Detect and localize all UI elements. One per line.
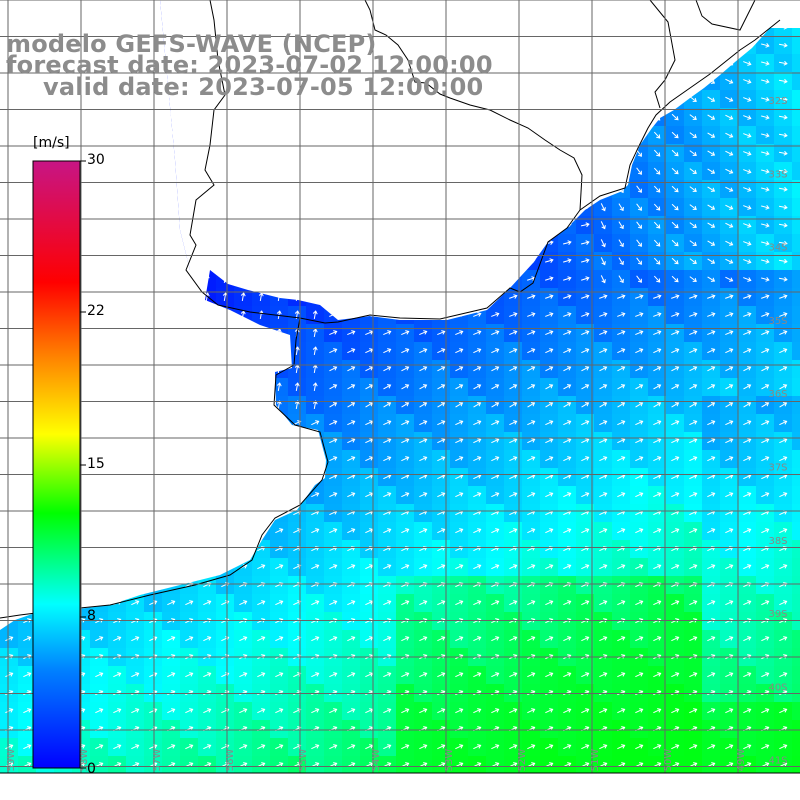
field-cell bbox=[792, 198, 800, 216]
field-cell bbox=[792, 594, 800, 612]
latitude-label: 38S bbox=[768, 536, 787, 547]
latitude-label: 33S bbox=[768, 169, 787, 180]
field-cell bbox=[792, 396, 800, 414]
field-cell bbox=[792, 576, 800, 594]
colorbar-tick-label: 30 bbox=[87, 152, 105, 168]
longitude-label: 59W bbox=[6, 749, 17, 772]
valid-date: valid date: 2023-07-05 12:00:00 bbox=[43, 73, 484, 101]
field-cell bbox=[792, 720, 800, 738]
field-cell bbox=[792, 468, 800, 486]
field-cell bbox=[792, 666, 800, 684]
latitude-label: 39S bbox=[768, 609, 787, 620]
longitude-label: 50W bbox=[663, 749, 674, 772]
latitude-label: 34S bbox=[768, 243, 787, 254]
field-cell bbox=[792, 360, 800, 378]
field-cell bbox=[792, 756, 800, 773]
field-cell bbox=[792, 540, 800, 558]
field-cell bbox=[792, 234, 800, 252]
field-cell bbox=[792, 630, 800, 648]
colorbar-tick-label: 8 bbox=[87, 608, 96, 624]
colorbar-tick-label: 22 bbox=[87, 303, 105, 319]
field-cell bbox=[792, 90, 800, 108]
longitude-label: 55W bbox=[298, 749, 309, 772]
longitude-label: 56W bbox=[225, 749, 236, 772]
field-cell bbox=[792, 36, 800, 54]
field-cell bbox=[792, 72, 800, 90]
field-cell bbox=[792, 702, 800, 720]
latitude-label: 41S bbox=[768, 756, 787, 767]
latitude-label: 35S bbox=[768, 316, 787, 327]
field-cell bbox=[792, 414, 800, 432]
latitude-label: 32S bbox=[768, 96, 787, 107]
colorbar-tick-label: 15 bbox=[87, 456, 105, 472]
field-cell bbox=[792, 288, 800, 306]
field-cell bbox=[792, 342, 800, 360]
colorbar bbox=[32, 160, 81, 769]
field-cell bbox=[792, 450, 800, 468]
longitude-label: 49W bbox=[736, 749, 747, 772]
longitude-label: 52W bbox=[517, 749, 528, 772]
field-cell bbox=[792, 522, 800, 540]
longitude-label: 54W bbox=[371, 749, 382, 772]
field-cell bbox=[792, 144, 800, 162]
field-cell bbox=[792, 54, 800, 72]
field-cell bbox=[792, 378, 800, 396]
field-cell bbox=[792, 324, 800, 342]
field-cell bbox=[792, 162, 800, 180]
colorbar-tick-label: 0 bbox=[87, 761, 96, 777]
longitude-label: 57W bbox=[152, 749, 163, 772]
field-cell bbox=[792, 108, 800, 126]
field-cell bbox=[792, 306, 800, 324]
field-cell bbox=[792, 126, 800, 144]
colorbar-unit: [m/s] bbox=[33, 135, 70, 151]
field-cell bbox=[792, 738, 800, 756]
field-cell bbox=[792, 558, 800, 576]
latitude-label: 37S bbox=[768, 463, 787, 474]
latitude-label: 36S bbox=[768, 389, 787, 400]
field-cell bbox=[792, 486, 800, 504]
field-cell bbox=[792, 270, 800, 288]
field-cell bbox=[792, 216, 800, 234]
longitude-label: 51W bbox=[590, 749, 601, 772]
field-cell bbox=[792, 432, 800, 450]
field-cell bbox=[792, 180, 800, 198]
longitude-label: 53W bbox=[444, 749, 455, 772]
field-cell bbox=[792, 504, 800, 522]
latitude-label: 40S bbox=[768, 682, 787, 693]
field-cell bbox=[792, 252, 800, 270]
